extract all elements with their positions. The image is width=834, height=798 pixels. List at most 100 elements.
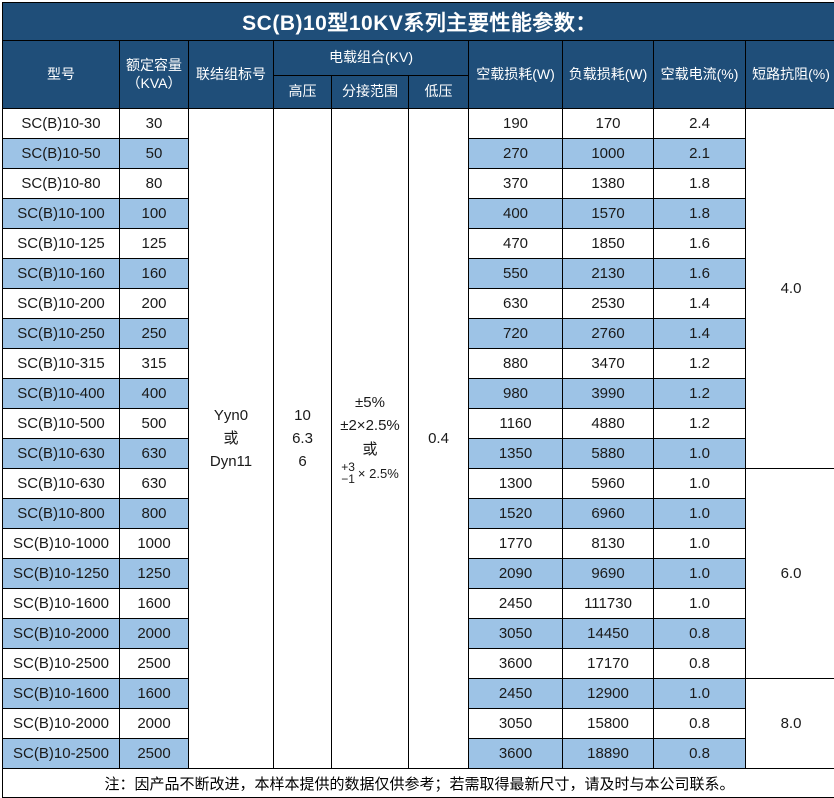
load-loss-cell: 1570	[563, 199, 654, 229]
load-loss-cell: 1380	[563, 169, 654, 199]
load-loss-cell: 9690	[563, 559, 654, 589]
load-loss-cell: 12900	[563, 679, 654, 709]
no-load-current-cell: 1.0	[654, 439, 746, 469]
no-load-current-cell: 1.8	[654, 169, 746, 199]
low-voltage-cell: 0.4	[409, 109, 469, 769]
model-cell: SC(B)10-100	[3, 199, 120, 229]
no-load-current-cell: 1.2	[654, 409, 746, 439]
load-loss-cell: 2130	[563, 259, 654, 289]
tap-fraction-bottom: −1	[341, 473, 355, 486]
impedance-cell: 4.0	[746, 109, 834, 469]
connection-line: Dyn11	[191, 450, 271, 473]
model-cell: SC(B)10-2000	[3, 619, 120, 649]
load-loss-cell: 17170	[563, 649, 654, 679]
kva-cell: 630	[120, 439, 189, 469]
no-load-loss-cell: 370	[469, 169, 563, 199]
model-cell: SC(B)10-250	[3, 319, 120, 349]
load-loss-cell: 2530	[563, 289, 654, 319]
kva-cell: 50	[120, 139, 189, 169]
page-title: SC(B)10型10KV系列主要性能参数：	[3, 3, 834, 41]
load-loss-cell: 5880	[563, 439, 654, 469]
no-load-loss-cell: 3600	[469, 649, 563, 679]
no-load-loss-cell: 880	[469, 349, 563, 379]
no-load-current-cell: 0.8	[654, 619, 746, 649]
col-header-load-loss: 负载损耗(W)	[563, 41, 654, 109]
model-cell: SC(B)10-1250	[3, 559, 120, 589]
connection-line: Yyn0	[191, 404, 271, 427]
no-load-current-cell: 1.0	[654, 469, 746, 499]
kva-cell: 2500	[120, 649, 189, 679]
no-load-loss-cell: 1300	[469, 469, 563, 499]
load-loss-cell: 5960	[563, 469, 654, 499]
col-header-capacity-line1: 额定容量	[122, 57, 186, 75]
model-cell: SC(B)10-1000	[3, 529, 120, 559]
kva-cell: 160	[120, 259, 189, 289]
tap-line: ±5%	[334, 391, 406, 414]
model-cell: SC(B)10-800	[3, 499, 120, 529]
no-load-loss-cell: 2090	[469, 559, 563, 589]
col-header-connection-group: 联结组标号	[189, 41, 274, 109]
impedance-cell: 6.0	[746, 469, 834, 679]
no-load-loss-cell: 720	[469, 319, 563, 349]
col-header-model: 型号	[3, 41, 120, 109]
kva-cell: 315	[120, 349, 189, 379]
no-load-loss-cell: 400	[469, 199, 563, 229]
no-load-current-cell: 0.8	[654, 739, 746, 769]
model-cell: SC(B)10-500	[3, 409, 120, 439]
model-cell: SC(B)10-2500	[3, 649, 120, 679]
model-cell: SC(B)10-1600	[3, 679, 120, 709]
no-load-current-cell: 0.8	[654, 649, 746, 679]
col-header-capacity: 额定容量 （KVA）	[120, 41, 189, 109]
no-load-loss-cell: 1520	[469, 499, 563, 529]
kva-cell: 200	[120, 289, 189, 319]
kva-cell: 1600	[120, 679, 189, 709]
no-load-current-cell: 1.0	[654, 559, 746, 589]
no-load-loss-cell: 270	[469, 139, 563, 169]
model-cell: SC(B)10-400	[3, 379, 120, 409]
kva-cell: 2000	[120, 709, 189, 739]
tap-fraction-stack: +3−1	[341, 461, 355, 486]
model-cell: SC(B)10-50	[3, 139, 120, 169]
impedance-cell: 8.0	[746, 679, 834, 769]
no-load-loss-cell: 2450	[469, 679, 563, 709]
connection-line: 或	[191, 427, 271, 450]
no-load-current-cell: 1.2	[654, 379, 746, 409]
no-load-current-cell: 1.4	[654, 319, 746, 349]
no-load-current-cell: 2.1	[654, 139, 746, 169]
hv-line: 10	[276, 404, 329, 427]
col-header-tap-range: 分接范围	[332, 76, 409, 109]
kva-cell: 500	[120, 409, 189, 439]
tap-fraction-suffix: × 2.5%	[358, 467, 399, 481]
col-header-no-load-current: 空载电流(%)	[654, 41, 746, 109]
model-cell: SC(B)10-630	[3, 469, 120, 499]
no-load-current-cell: 1.6	[654, 229, 746, 259]
tap-line: ±2×2.5%	[334, 414, 406, 437]
kva-cell: 30	[120, 109, 189, 139]
kva-cell: 800	[120, 499, 189, 529]
kva-cell: 1600	[120, 589, 189, 619]
load-loss-cell: 1000	[563, 139, 654, 169]
model-cell: SC(B)10-200	[3, 289, 120, 319]
load-loss-cell: 15800	[563, 709, 654, 739]
tap-line: 或	[334, 438, 406, 461]
col-header-low-voltage: 低压	[409, 76, 469, 109]
load-loss-cell: 2760	[563, 319, 654, 349]
load-loss-cell: 3470	[563, 349, 654, 379]
col-header-capacity-line2: （KVA）	[122, 75, 186, 93]
load-loss-cell: 170	[563, 109, 654, 139]
model-cell: SC(B)10-2000	[3, 709, 120, 739]
tap-range-cell: ±5%±2×2.5%或+3−1× 2.5%	[332, 109, 409, 769]
kva-cell: 400	[120, 379, 189, 409]
model-cell: SC(B)10-125	[3, 229, 120, 259]
no-load-current-cell: 1.0	[654, 589, 746, 619]
model-cell: SC(B)10-630	[3, 439, 120, 469]
col-header-no-load-loss: 空载损耗(W)	[469, 41, 563, 109]
no-load-loss-cell: 1350	[469, 439, 563, 469]
model-cell: SC(B)10-160	[3, 259, 120, 289]
model-cell: SC(B)10-2500	[3, 739, 120, 769]
model-cell: SC(B)10-1600	[3, 589, 120, 619]
kva-cell: 2500	[120, 739, 189, 769]
kva-cell: 2000	[120, 619, 189, 649]
